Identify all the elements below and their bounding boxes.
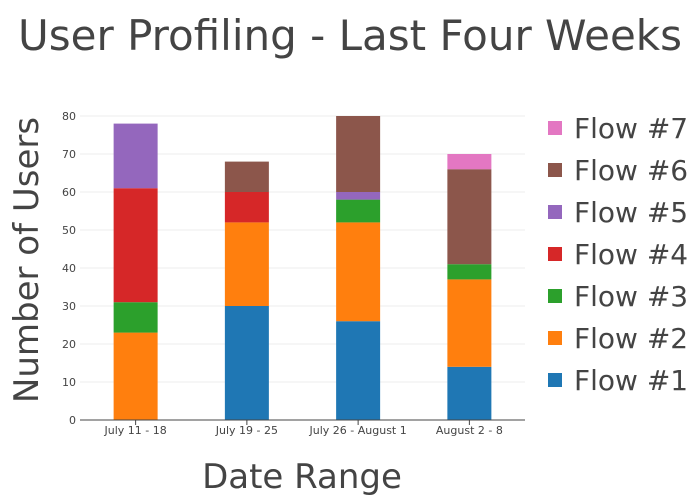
y-tick-label: 80 [62,110,76,123]
chart-title: User Profiling - Last Four Weeks [18,11,682,60]
legend-label: Flow #2 [574,322,688,355]
y-tick-labels: 0 10 20 30 40 50 60 70 80 [62,110,76,427]
bar-segment-flow-4 [113,188,158,303]
bar-segment-flow-1 [336,321,381,420]
bar-segment-flow-7 [447,154,492,170]
bar-segment-flow-2 [224,222,269,306]
bar-segment-flow-3 [447,264,492,280]
bar-segment-flow-5 [113,123,158,189]
legend-label: Flow #7 [574,112,688,145]
y-axis-title: Number of Users [7,117,47,403]
legend-swatch [548,205,562,219]
bars [113,116,492,420]
x-tick-label: July 26 - August 1 [309,424,407,437]
legend-swatch [548,163,562,177]
bar-segment-flow-6 [224,161,269,192]
bar-segment-flow-5 [336,192,381,200]
y-tick-label: 40 [62,262,76,275]
bar-segment-flow-2 [113,332,158,420]
y-tick-label: 60 [62,186,76,199]
legend-label: Flow #1 [574,364,688,397]
y-tick-label: 30 [62,300,76,313]
y-tick-label: 50 [62,224,76,237]
bar-segment-flow-3 [113,302,158,333]
x-tick-label: July 19 - 25 [215,424,278,437]
x-tick-label: July 11 - 18 [104,424,167,437]
bar-segment-flow-1 [224,306,269,420]
bar-segment-flow-4 [224,192,269,223]
bar-segment-flow-3 [336,199,381,223]
legend-swatch [548,289,562,303]
legend: Flow #7 Flow #6 Flow #5 Flow #4 Flow #3 Flow … [548,112,688,397]
y-tick-label: 10 [62,376,76,389]
y-tick-label: 20 [62,338,76,351]
bar-segment-flow-2 [336,222,381,322]
legend-label: Flow #6 [574,154,688,187]
bar-segment-flow-1 [447,366,492,420]
y-tick-label: 70 [62,148,76,161]
legend-label: Flow #4 [574,238,688,271]
y-tick-label: 0 [69,414,76,427]
x-tick-label: August 2 - 8 [436,424,503,437]
bar-segment-flow-6 [336,116,381,192]
bar-segment-flow-6 [447,169,492,265]
x-axis-title: Date Range [202,457,402,497]
legend-swatch [548,331,562,345]
bar-segment-flow-2 [447,279,492,367]
legend-label: Flow #3 [574,280,688,313]
legend-swatch [548,121,562,135]
legend-label: Flow #5 [574,196,688,229]
legend-swatch [548,247,562,261]
legend-swatch [548,373,562,387]
x-tick-labels: July 11 - 18 July 19 - 25 July 26 - August… [104,420,503,437]
